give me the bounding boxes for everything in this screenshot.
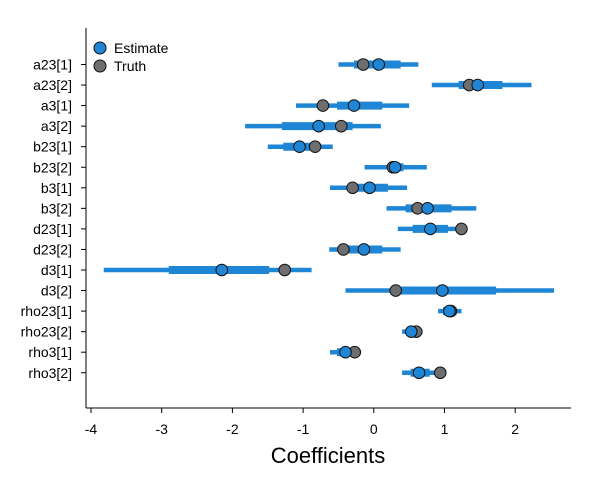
x-tick-label: -2 <box>226 421 239 437</box>
y-tick-layer: a23[1] a23[2] a3[1] a3[2] b23[1] b23[2] b3[1] b… <box>21 57 86 381</box>
estimate-point-d23[1] <box>424 222 437 236</box>
truth-point-a23[1] <box>356 58 370 71</box>
legend-truth-label: Truth <box>114 58 146 74</box>
y-tick-label: b23[1] <box>33 139 72 155</box>
x-tick-label: 1 <box>441 421 449 437</box>
legend: Estimate Truth <box>93 40 169 74</box>
legend-estimate-marker <box>93 41 107 55</box>
x-tick-layer: -4 -3 -2 -1 0 1 2 <box>85 408 519 437</box>
estimate-point-b3[2] <box>421 202 434 215</box>
truth-point-d3[2] <box>389 284 403 297</box>
interval-layer <box>103 60 555 377</box>
estimate-point-a3[2] <box>312 119 325 133</box>
x-tick-label: -1 <box>297 421 310 437</box>
truth-point-a3[1] <box>316 99 330 112</box>
truth-point-b23[1] <box>308 140 322 153</box>
estimate-point-d3[2] <box>436 284 449 297</box>
truth-point-b3[1] <box>346 181 359 195</box>
y-tick-label: d3[2] <box>41 283 72 299</box>
y-tick-label: a23[2] <box>33 77 72 93</box>
y-tick-label: d23[1] <box>33 221 72 237</box>
x-tick-label: 0 <box>370 421 378 437</box>
truth-point-d23[1] <box>455 222 468 236</box>
y-tick-label: b23[2] <box>33 159 72 175</box>
estimate-point-b23[2] <box>388 160 402 174</box>
y-tick-label: rho3[2] <box>28 365 72 381</box>
truth-point-d23[2] <box>337 243 350 256</box>
y-tick-label: d3[1] <box>41 262 72 278</box>
y-tick-label: a3[2] <box>41 118 72 134</box>
truth-point-rho3[2] <box>433 366 447 380</box>
y-tick-label: rho23[2] <box>21 324 72 340</box>
x-tick-label: -3 <box>155 421 168 437</box>
y-tick-label: b3[1] <box>41 180 72 196</box>
estimate-point-d23[2] <box>357 243 371 256</box>
y-tick-label: d23[2] <box>33 241 72 257</box>
estimate-point-b23[1] <box>293 140 306 153</box>
estimate-point-rho3[2] <box>412 366 426 380</box>
y-tick-label: a3[1] <box>41 98 72 114</box>
truth-point-d3[1] <box>278 263 292 277</box>
estimate-point-a23[2] <box>471 78 485 92</box>
y-tick-label: rho23[1] <box>21 303 72 319</box>
estimate-point-a3[1] <box>347 99 361 112</box>
legend-estimate-label: Estimate <box>114 40 169 56</box>
point-layer <box>215 58 485 380</box>
y-tick-label: rho3[1] <box>28 344 72 360</box>
estimate-point-rho23[1] <box>443 304 456 318</box>
y-tick-label: a23[1] <box>33 57 72 73</box>
y-tick-label: b3[2] <box>41 200 72 216</box>
estimate-point-rho23[2] <box>404 325 418 338</box>
estimate-point-d3[1] <box>215 263 229 277</box>
x-tick-label: -4 <box>85 421 98 437</box>
estimate-point-a23[1] <box>372 58 386 71</box>
estimate-point-b3[1] <box>363 181 376 195</box>
axes-layer <box>85 28 571 409</box>
truth-point-a3[2] <box>334 119 348 133</box>
x-tick-label: 2 <box>511 421 519 437</box>
legend-truth-marker <box>93 59 107 73</box>
x-axis-title: Coefficients <box>271 443 386 468</box>
estimate-point-rho3[1] <box>339 345 352 359</box>
